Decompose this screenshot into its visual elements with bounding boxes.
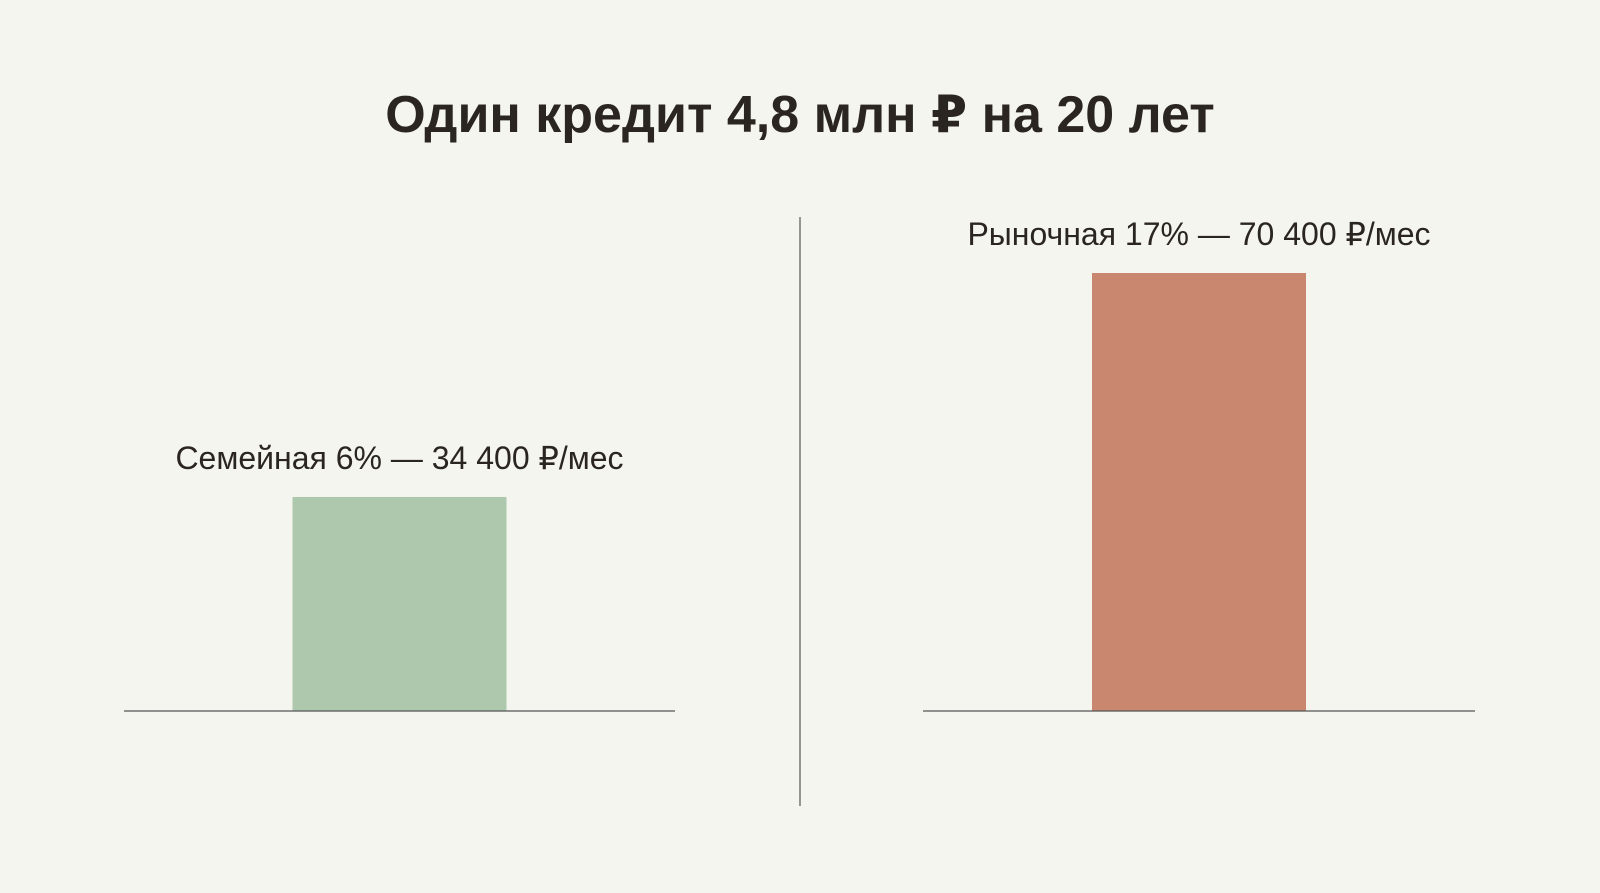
chart-title: Один кредит 4,8 млн ₽ на 20 лет xyxy=(385,86,1214,144)
bar xyxy=(292,496,507,711)
bar-label: Семейная 6% — 34 400 ₽/мес xyxy=(175,440,623,476)
bar-label: Рыночная 17% — 70 400 ₽/мес xyxy=(967,216,1430,252)
bar xyxy=(1092,273,1306,711)
